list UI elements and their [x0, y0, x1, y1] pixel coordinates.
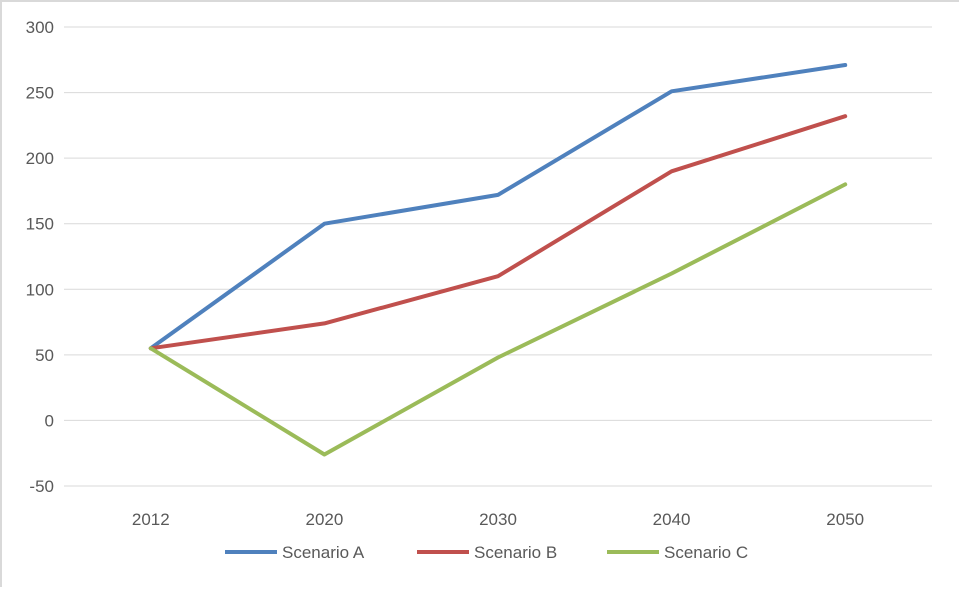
series-line [148, 63, 848, 351]
series-lines [148, 63, 848, 457]
y-tick-label: 0 [45, 411, 54, 430]
y-tick-label: 250 [26, 84, 54, 103]
x-tick-label: 2012 [132, 510, 170, 529]
y-tick-label: 100 [26, 280, 54, 299]
y-tick-label: 300 [26, 18, 54, 37]
series-line [148, 182, 848, 457]
x-tick-label: 2030 [479, 510, 517, 529]
x-tick-label: 2050 [826, 510, 864, 529]
x-tick-label: 2040 [653, 510, 691, 529]
y-axis-tick-labels: 300 250 200 150 100 50 0 -50 [26, 18, 54, 496]
legend: Scenario A Scenario B Scenario C [225, 543, 748, 562]
legend-label: Scenario B [474, 543, 557, 562]
y-tick-label: 50 [35, 346, 54, 365]
legend-label: Scenario C [664, 543, 748, 562]
x-axis-tick-labels: 2012 2020 2030 2040 2050 [132, 510, 864, 529]
y-tick-label: -50 [29, 477, 54, 496]
y-tick-label: 200 [26, 149, 54, 168]
series-line [148, 114, 848, 351]
legend-label: Scenario A [282, 543, 365, 562]
gridlines [64, 26, 932, 487]
x-tick-label: 2020 [305, 510, 343, 529]
y-tick-label: 150 [26, 215, 54, 234]
